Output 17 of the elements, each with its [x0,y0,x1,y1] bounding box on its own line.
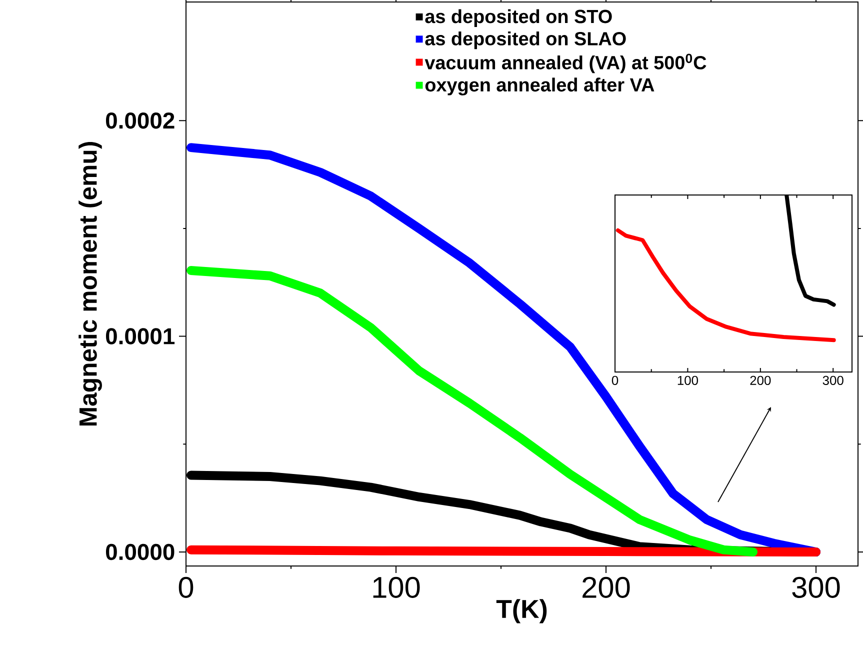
x-tick-label: 200 [750,376,771,385]
y-tick-label: 0.0002 [106,112,174,129]
x-axis-title: T(K) [496,599,547,624]
x-tick-label: 0 [612,376,618,385]
y-axis-title: Magnetic moment (emu) [78,142,102,426]
x-tick-label: 0 [178,576,194,598]
legend-label: as deposited on STO [425,9,612,27]
legend-label: vacuum annealed (VA) at 500$^{0}$C [424,54,706,74]
x-tick-label: 100 [373,576,420,598]
x-tick-label: 300 [792,576,840,598]
legend-label: as deposited on SLAO [425,31,626,50]
x-tick-label: 200 [582,576,630,598]
x-tick-label: 100 [678,376,698,385]
y-tick-label: 0.0001 [106,328,175,344]
x-tick-label: 300 [822,376,844,385]
legend-label: oxygen annealed after VA [425,78,654,96]
y-tick-label: 0.0000 [106,544,174,560]
